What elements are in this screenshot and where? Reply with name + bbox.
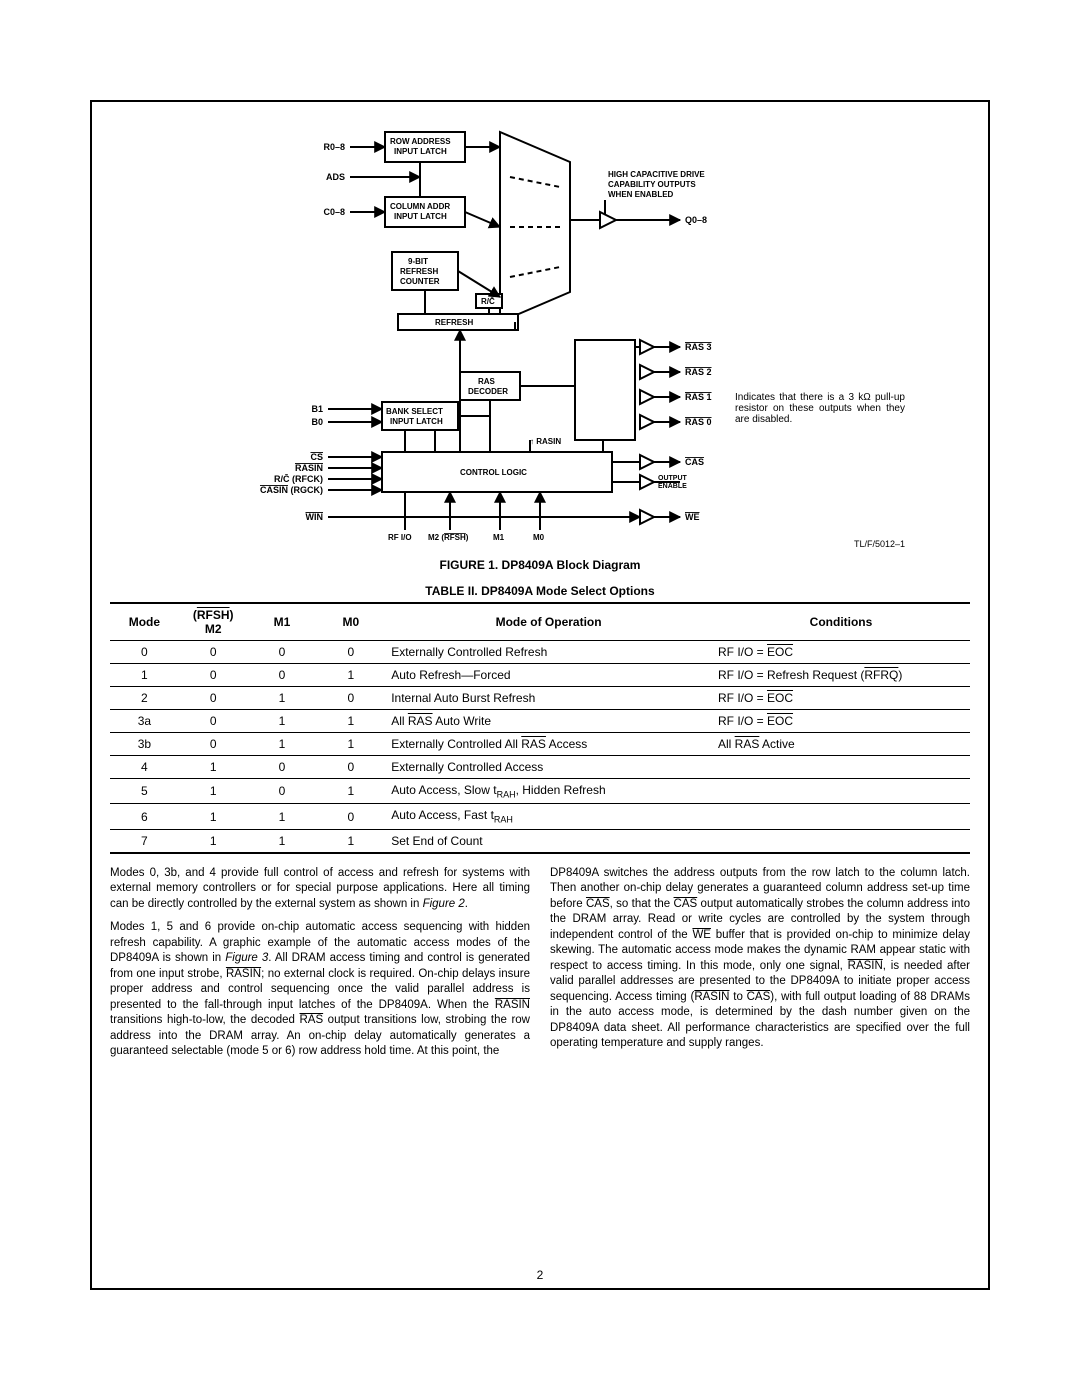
- svg-text:R0–8: R0–8: [323, 142, 345, 152]
- table-row: 2010Internal Auto Burst RefreshRF I/O = …: [110, 687, 970, 710]
- svg-text:INPUT LATCH: INPUT LATCH: [390, 417, 443, 426]
- svg-text:CAS: CAS: [685, 457, 704, 467]
- pullup-note: Indicates that there is a 3 kΩ pull-up r…: [735, 392, 905, 425]
- svg-text:WIN: WIN: [306, 512, 324, 522]
- svg-text:COUNTER: COUNTER: [400, 277, 440, 286]
- svg-text:RAS 1: RAS 1: [685, 392, 712, 402]
- table-row: 5101Auto Access, Slow tRAH, Hidden Refre…: [110, 779, 970, 804]
- body-p3: DP8409A switches the address outputs fro…: [550, 866, 970, 1052]
- table-row: 4100Externally Controlled Access: [110, 756, 970, 779]
- svg-text:C0–8: C0–8: [323, 207, 345, 217]
- svg-text:CS: CS: [310, 452, 323, 462]
- svg-text:OUTPUT: OUTPUT: [658, 475, 688, 482]
- th-m1: M1: [248, 603, 317, 641]
- svg-text:B0: B0: [311, 417, 323, 427]
- th-cond: Conditions: [712, 603, 970, 641]
- body-p2: Modes 1, 5 and 6 provide on-chip automat…: [110, 920, 530, 1060]
- svg-text:RASIN: RASIN: [295, 463, 323, 473]
- page: .blk { fill:#fff; stroke:#000; stroke-wi…: [0, 0, 1080, 1397]
- figure-caption: FIGURE 1. DP8409A Block Diagram: [110, 558, 970, 572]
- th-mode: Mode: [110, 603, 179, 641]
- svg-text:RAS 3: RAS 3: [685, 342, 712, 352]
- svg-text:M0: M0: [533, 533, 545, 542]
- svg-text:HIGH CAPACITIVE DRIVE: HIGH CAPACITIVE DRIVE: [608, 170, 705, 179]
- svg-text:B1: B1: [311, 404, 323, 414]
- mode-select-table: Mode (RFSH) M1 M0 Mode of Operation Cond…: [110, 602, 970, 854]
- svg-text:ENABLE: ENABLE: [658, 483, 687, 490]
- svg-text:RAS 2: RAS 2: [685, 367, 712, 377]
- th-m0: M0: [316, 603, 385, 641]
- table-row: 0000Externally Controlled RefreshRF I/O …: [110, 641, 970, 664]
- svg-text:COLUMN ADDR: COLUMN ADDR: [390, 202, 450, 211]
- svg-text:RAS: RAS: [478, 377, 496, 386]
- svg-text:9-BIT: 9-BIT: [408, 257, 428, 266]
- svg-text:REFRESH: REFRESH: [400, 267, 438, 276]
- content-frame: .blk { fill:#fff; stroke:#000; stroke-wi…: [90, 100, 990, 1290]
- table-row: 6110Auto Access, Fast tRAH: [110, 804, 970, 829]
- body-text: Modes 0, 3b, and 4 provide full control …: [110, 866, 970, 1064]
- table-row: 3b011Externally Controlled All RAS Acces…: [110, 733, 970, 756]
- svg-text:BANK SELECT: BANK SELECT: [386, 407, 443, 416]
- table-row: 3a011All RAS Auto WriteRF I/O = EOC: [110, 710, 970, 733]
- svg-text:Q0–8: Q0–8: [685, 215, 707, 225]
- svg-text:INPUT LATCH: INPUT LATCH: [394, 147, 447, 156]
- table-caption: TABLE II. DP8409A Mode Select Options: [110, 584, 970, 598]
- svg-text:CASIN (RGCK): CASIN (RGCK): [260, 485, 323, 495]
- svg-text:RAS 0: RAS 0: [685, 417, 712, 427]
- svg-text:↑ RASIN: ↑ RASIN: [530, 437, 561, 446]
- block-diagram-container: .blk { fill:#fff; stroke:#000; stroke-wi…: [110, 122, 970, 552]
- svg-text:WHEN ENABLED: WHEN ENABLED: [608, 190, 674, 199]
- block-diagram: .blk { fill:#fff; stroke:#000; stroke-wi…: [160, 122, 920, 552]
- svg-text:INPUT LATCH: INPUT LATCH: [394, 212, 447, 221]
- th-op: Mode of Operation: [385, 603, 712, 641]
- svg-text:CONTROL LOGIC: CONTROL LOGIC: [460, 468, 527, 477]
- svg-text:M1: M1: [493, 533, 505, 542]
- th-m2a: (RFSH): [179, 603, 248, 622]
- svg-text:R/C̄: R/C̄: [481, 297, 495, 306]
- svg-text:ROW ADDRESS: ROW ADDRESS: [390, 137, 451, 146]
- svg-text:RF I/O: RF I/O: [388, 533, 412, 542]
- table-row: 1001Auto Refresh—ForcedRF I/O = Refresh …: [110, 664, 970, 687]
- th-m2b: M2: [179, 622, 248, 641]
- svg-text:M2 (RFSH): M2 (RFSH): [428, 533, 469, 542]
- table-row: 7111Set End of Count: [110, 829, 970, 853]
- svg-text:R/C̄ (RFCK): R/C̄ (RFCK): [274, 474, 323, 484]
- svg-text:REFRESH: REFRESH: [435, 318, 473, 327]
- svg-text:DECODER: DECODER: [468, 387, 508, 396]
- page-number: 2: [92, 1268, 988, 1282]
- svg-text:WE: WE: [685, 512, 700, 522]
- diagram-ref: TL/F/5012–1: [854, 539, 905, 549]
- svg-text:CAPABILITY OUTPUTS: CAPABILITY OUTPUTS: [608, 180, 696, 189]
- body-p1: Modes 0, 3b, and 4 provide full control …: [110, 866, 530, 913]
- svg-text:ADS: ADS: [326, 172, 345, 182]
